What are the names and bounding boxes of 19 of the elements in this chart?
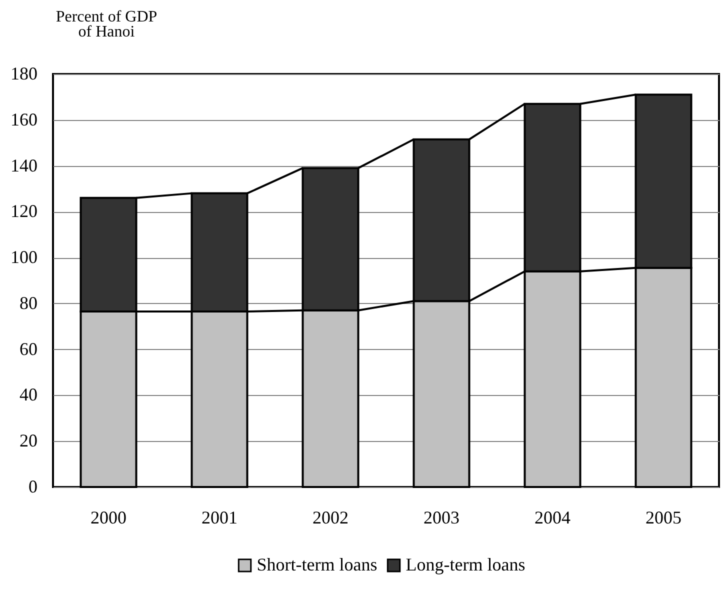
- x-tick-label: 2005: [646, 508, 682, 528]
- legend-label: Long-term loans: [406, 554, 526, 574]
- y-tick-label: 140: [10, 155, 38, 176]
- x-tick-label: 2001: [202, 508, 238, 528]
- x-tick-label: 2002: [312, 508, 348, 528]
- y-tick-label: 180: [10, 64, 38, 84]
- y-tick-label: 60: [20, 338, 38, 359]
- y-tick-label: 100: [10, 247, 38, 268]
- y-tick-label: 40: [20, 384, 38, 405]
- x-tick-label: 2003: [424, 508, 460, 528]
- y-tick-label: 120: [10, 201, 38, 222]
- y-axis-title: Percent of GDP of Hanoi: [56, 8, 158, 40]
- legend-label: Short-term loans: [256, 554, 378, 574]
- y-tick-label: 160: [10, 109, 38, 130]
- y-tick-label: 80: [20, 292, 38, 313]
- x-tick-label: 2004: [534, 508, 570, 528]
- y-tick-label: 20: [20, 430, 38, 451]
- x-tick-label: 2000: [90, 508, 126, 528]
- y-tick-label: 0: [28, 476, 38, 496]
